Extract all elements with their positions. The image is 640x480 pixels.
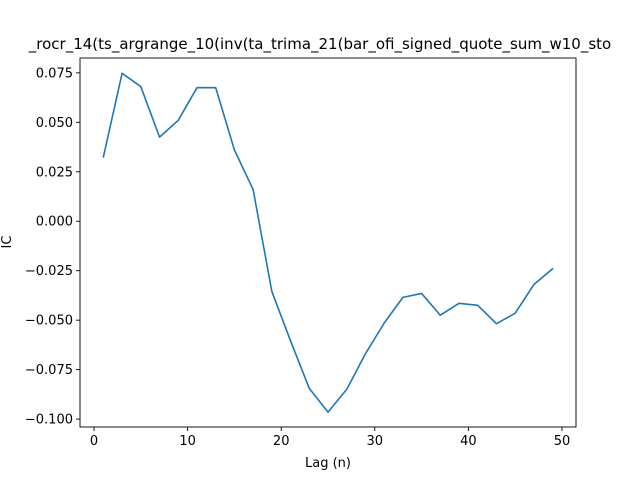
y-tick-label: 0.000 [36, 215, 73, 230]
y-tick-label: 0.050 [36, 116, 73, 131]
y-tick-label: −0.050 [25, 314, 73, 329]
y-tick-label: −0.100 [25, 413, 73, 428]
x-tick-label: 10 [179, 434, 196, 449]
x-tick-label: 30 [367, 434, 384, 449]
x-axis: 0 10 20 30 40 50 [90, 427, 570, 449]
y-tick-label: −0.075 [25, 363, 73, 378]
x-tick-label: 20 [273, 434, 290, 449]
y-axis: −0.100 −0.075 −0.050 −0.025 0.000 0.025 0.050 0… [25, 66, 80, 428]
plot-frame [79, 57, 577, 428]
y-tick-label: 0.075 [36, 66, 73, 81]
series-line-0 [102, 72, 554, 413]
plot-area [79, 57, 577, 428]
y-tick-label: 0.025 [36, 165, 73, 180]
y-axis-label: IC [0, 236, 15, 249]
x-tick-label: 50 [554, 434, 571, 449]
x-tick-label: 40 [460, 434, 477, 449]
x-axis-label: Lag (n) [305, 456, 351, 471]
y-tick-label: −0.025 [25, 264, 73, 279]
x-tick-label: 0 [90, 434, 98, 449]
chart-title: _rocr_14(ts_argrange_10(inv(ta_trima_21(… [28, 35, 611, 54]
